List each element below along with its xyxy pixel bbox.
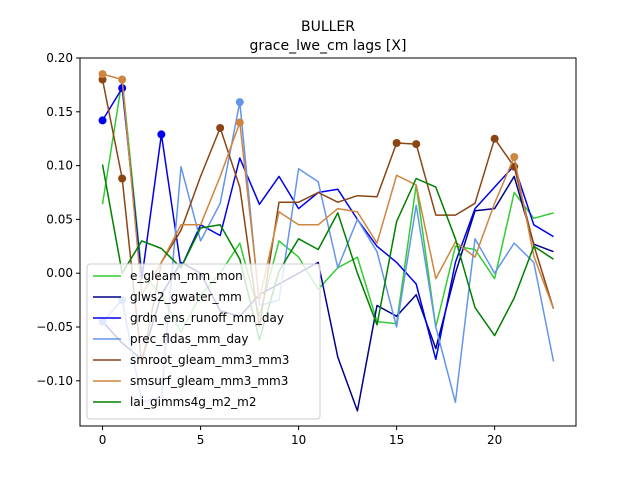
- series-point-smroot_gleam_mm3_mm3: [490, 134, 499, 143]
- series-point-grdn_ens_runoff_mm_day: [157, 130, 166, 139]
- series-line-smroot_gleam_mm3_mm3: [101, 79, 555, 366]
- series-point-smsurf_gleam_mm3_mm3: [510, 152, 519, 161]
- series-point-prec_fldas_mm_day: [235, 98, 244, 107]
- series-point-smsurf_gleam_mm3_mm3: [98, 70, 107, 79]
- x-tick-label: 10: [291, 433, 306, 447]
- series-point-smroot_gleam_mm3_mm3: [392, 139, 401, 148]
- x-tick-label: 20: [487, 433, 502, 447]
- chart-subtitle: grace_lwe_cm lags [X]: [250, 38, 407, 54]
- series-point-smsurf_gleam_mm3_mm3: [235, 118, 244, 127]
- axis-ticks: 0 5 10 15 20 −0.10 −0.05 0.00 0.05 0.10 0.15 0.20: [36, 51, 502, 447]
- y-tick-label: 0.15: [46, 105, 73, 119]
- legend-label: prec_fldas_mm_day: [130, 332, 249, 346]
- legend-label: glws2_gwater_mm: [130, 290, 242, 304]
- x-tick-label: 15: [389, 433, 404, 447]
- x-tick-label: 5: [197, 433, 205, 447]
- legend-label: lai_gimms4g_m2_m2: [130, 395, 257, 409]
- series-point-smroot_gleam_mm3_mm3: [412, 140, 421, 149]
- plot-frame: [79, 57, 577, 427]
- y-tick-label: 0.05: [46, 212, 73, 226]
- legend-label: e_gleam_mm_mon: [130, 269, 243, 283]
- series-line-grdn_ens_runoff_mm_day: [101, 87, 554, 361]
- series-point-smroot_gleam_mm3_mm3: [216, 123, 225, 132]
- legend-label: smsurf_gleam_mm3_mm3: [130, 374, 288, 388]
- legend: e_gleam_mm_mon glws2_gwater_mm grdn_ens_ru…: [86, 263, 321, 420]
- y-tick-label: 0.20: [46, 51, 73, 65]
- series-point-smsurf_gleam_mm3_mm3: [118, 75, 127, 84]
- chart-title: BULLER: [301, 19, 355, 35]
- legend-box: [86, 263, 321, 420]
- series-point-grdn_ens_runoff_mm_day: [98, 116, 107, 125]
- legend-label: smroot_gleam_mm3_mm3: [130, 353, 289, 367]
- series-point-grdn_ens_runoff_mm_day: [118, 84, 127, 93]
- legend-label: grdn_ens_runoff_mm_day: [130, 311, 284, 325]
- y-tick-label: 0.00: [46, 266, 73, 280]
- y-tick-label: 0.10: [46, 159, 73, 173]
- y-tick-label: −0.10: [36, 374, 73, 388]
- series-line-prec_fldas_mm_day: [101, 101, 555, 404]
- series-line-smsurf_gleam_mm3_mm3: [102, 73, 555, 309]
- x-tick-label: 0: [99, 433, 107, 447]
- y-tick-label: −0.05: [36, 320, 73, 334]
- series-point-smroot_gleam_mm3_mm3: [118, 174, 127, 183]
